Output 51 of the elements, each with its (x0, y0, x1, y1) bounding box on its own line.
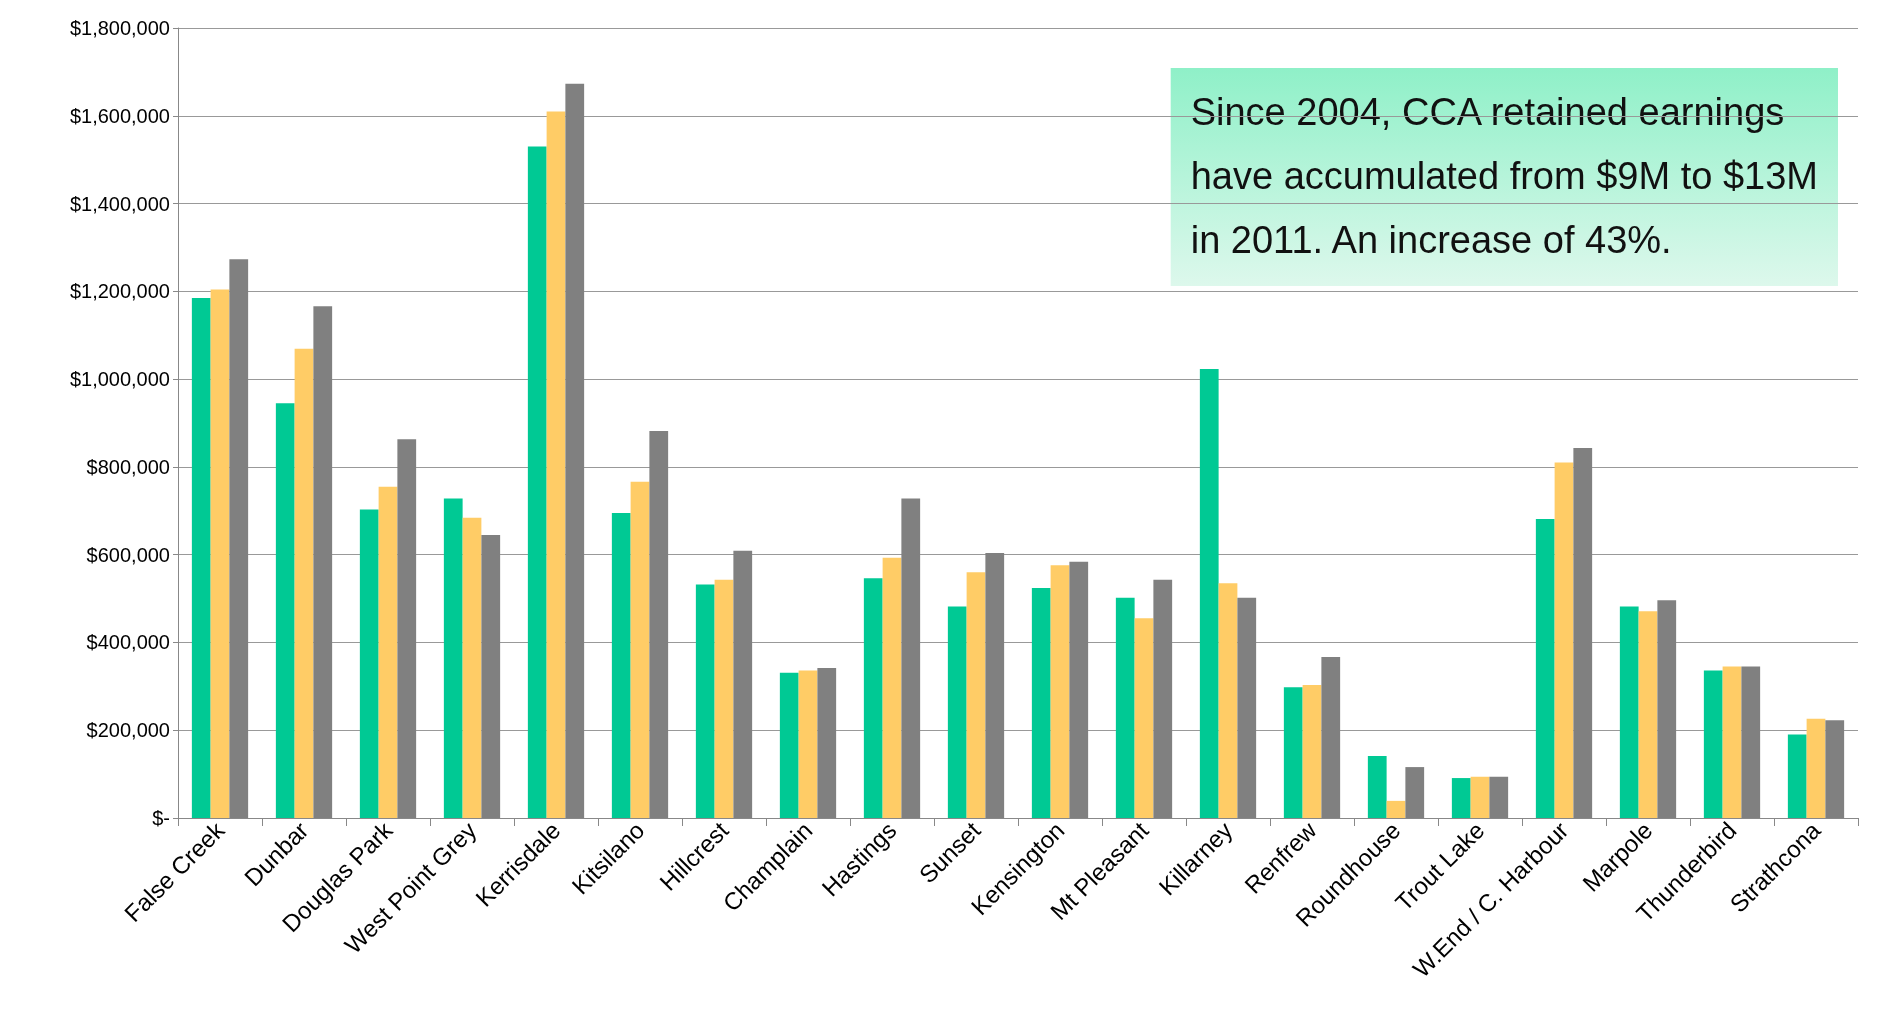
bar (1619, 606, 1639, 818)
y-tick-label: $- (152, 807, 170, 829)
bar (863, 578, 883, 818)
bar (378, 486, 398, 818)
bar (1283, 687, 1303, 818)
y-tick-label: $800,000 (86, 455, 170, 478)
bar (546, 111, 566, 818)
bar (1451, 778, 1471, 818)
bar (1722, 666, 1742, 818)
bar (1199, 369, 1219, 818)
bar (966, 572, 986, 818)
bar (1218, 583, 1238, 818)
bar (359, 509, 379, 818)
bar (210, 289, 230, 818)
bar (714, 579, 734, 818)
bar (1638, 611, 1658, 818)
y-tick-label: $1,400,000 (69, 192, 170, 215)
bar (1115, 597, 1135, 818)
bar (798, 670, 818, 818)
y-tick-label: $400,000 (86, 631, 170, 654)
y-tick-label: $1,600,000 (69, 104, 170, 127)
bar (1554, 462, 1574, 818)
bar (443, 498, 463, 818)
bar (1787, 734, 1807, 818)
bar (527, 146, 547, 818)
annotation: Since 2004, CCA retained earnings have accumulated from $9M to $13M in 2011. An increase of 43%. (1190, 91, 1819, 261)
bar (1031, 588, 1051, 818)
y-tick-label: $200,000 (86, 719, 170, 742)
bar (882, 557, 902, 818)
bar (191, 297, 211, 818)
y-tick-label: $600,000 (86, 543, 170, 566)
bar (462, 517, 482, 818)
bar (947, 606, 967, 818)
y-tick-label: $1,000,000 (69, 368, 170, 391)
bar (611, 512, 631, 818)
bar (779, 672, 799, 818)
bar (1703, 670, 1723, 818)
bar (1470, 776, 1490, 818)
bar (294, 348, 314, 818)
y-tick-label: $1,800,000 (69, 17, 170, 39)
bar (275, 403, 295, 818)
bar (1302, 685, 1322, 818)
bar (1806, 718, 1826, 818)
bar (695, 584, 715, 818)
y-tick-label: $1,200,000 (69, 280, 170, 303)
bar (1367, 756, 1387, 818)
bar (630, 481, 650, 818)
bar (1050, 565, 1070, 818)
bar (1134, 618, 1154, 818)
bar (1535, 519, 1555, 818)
bar (1386, 800, 1406, 818)
